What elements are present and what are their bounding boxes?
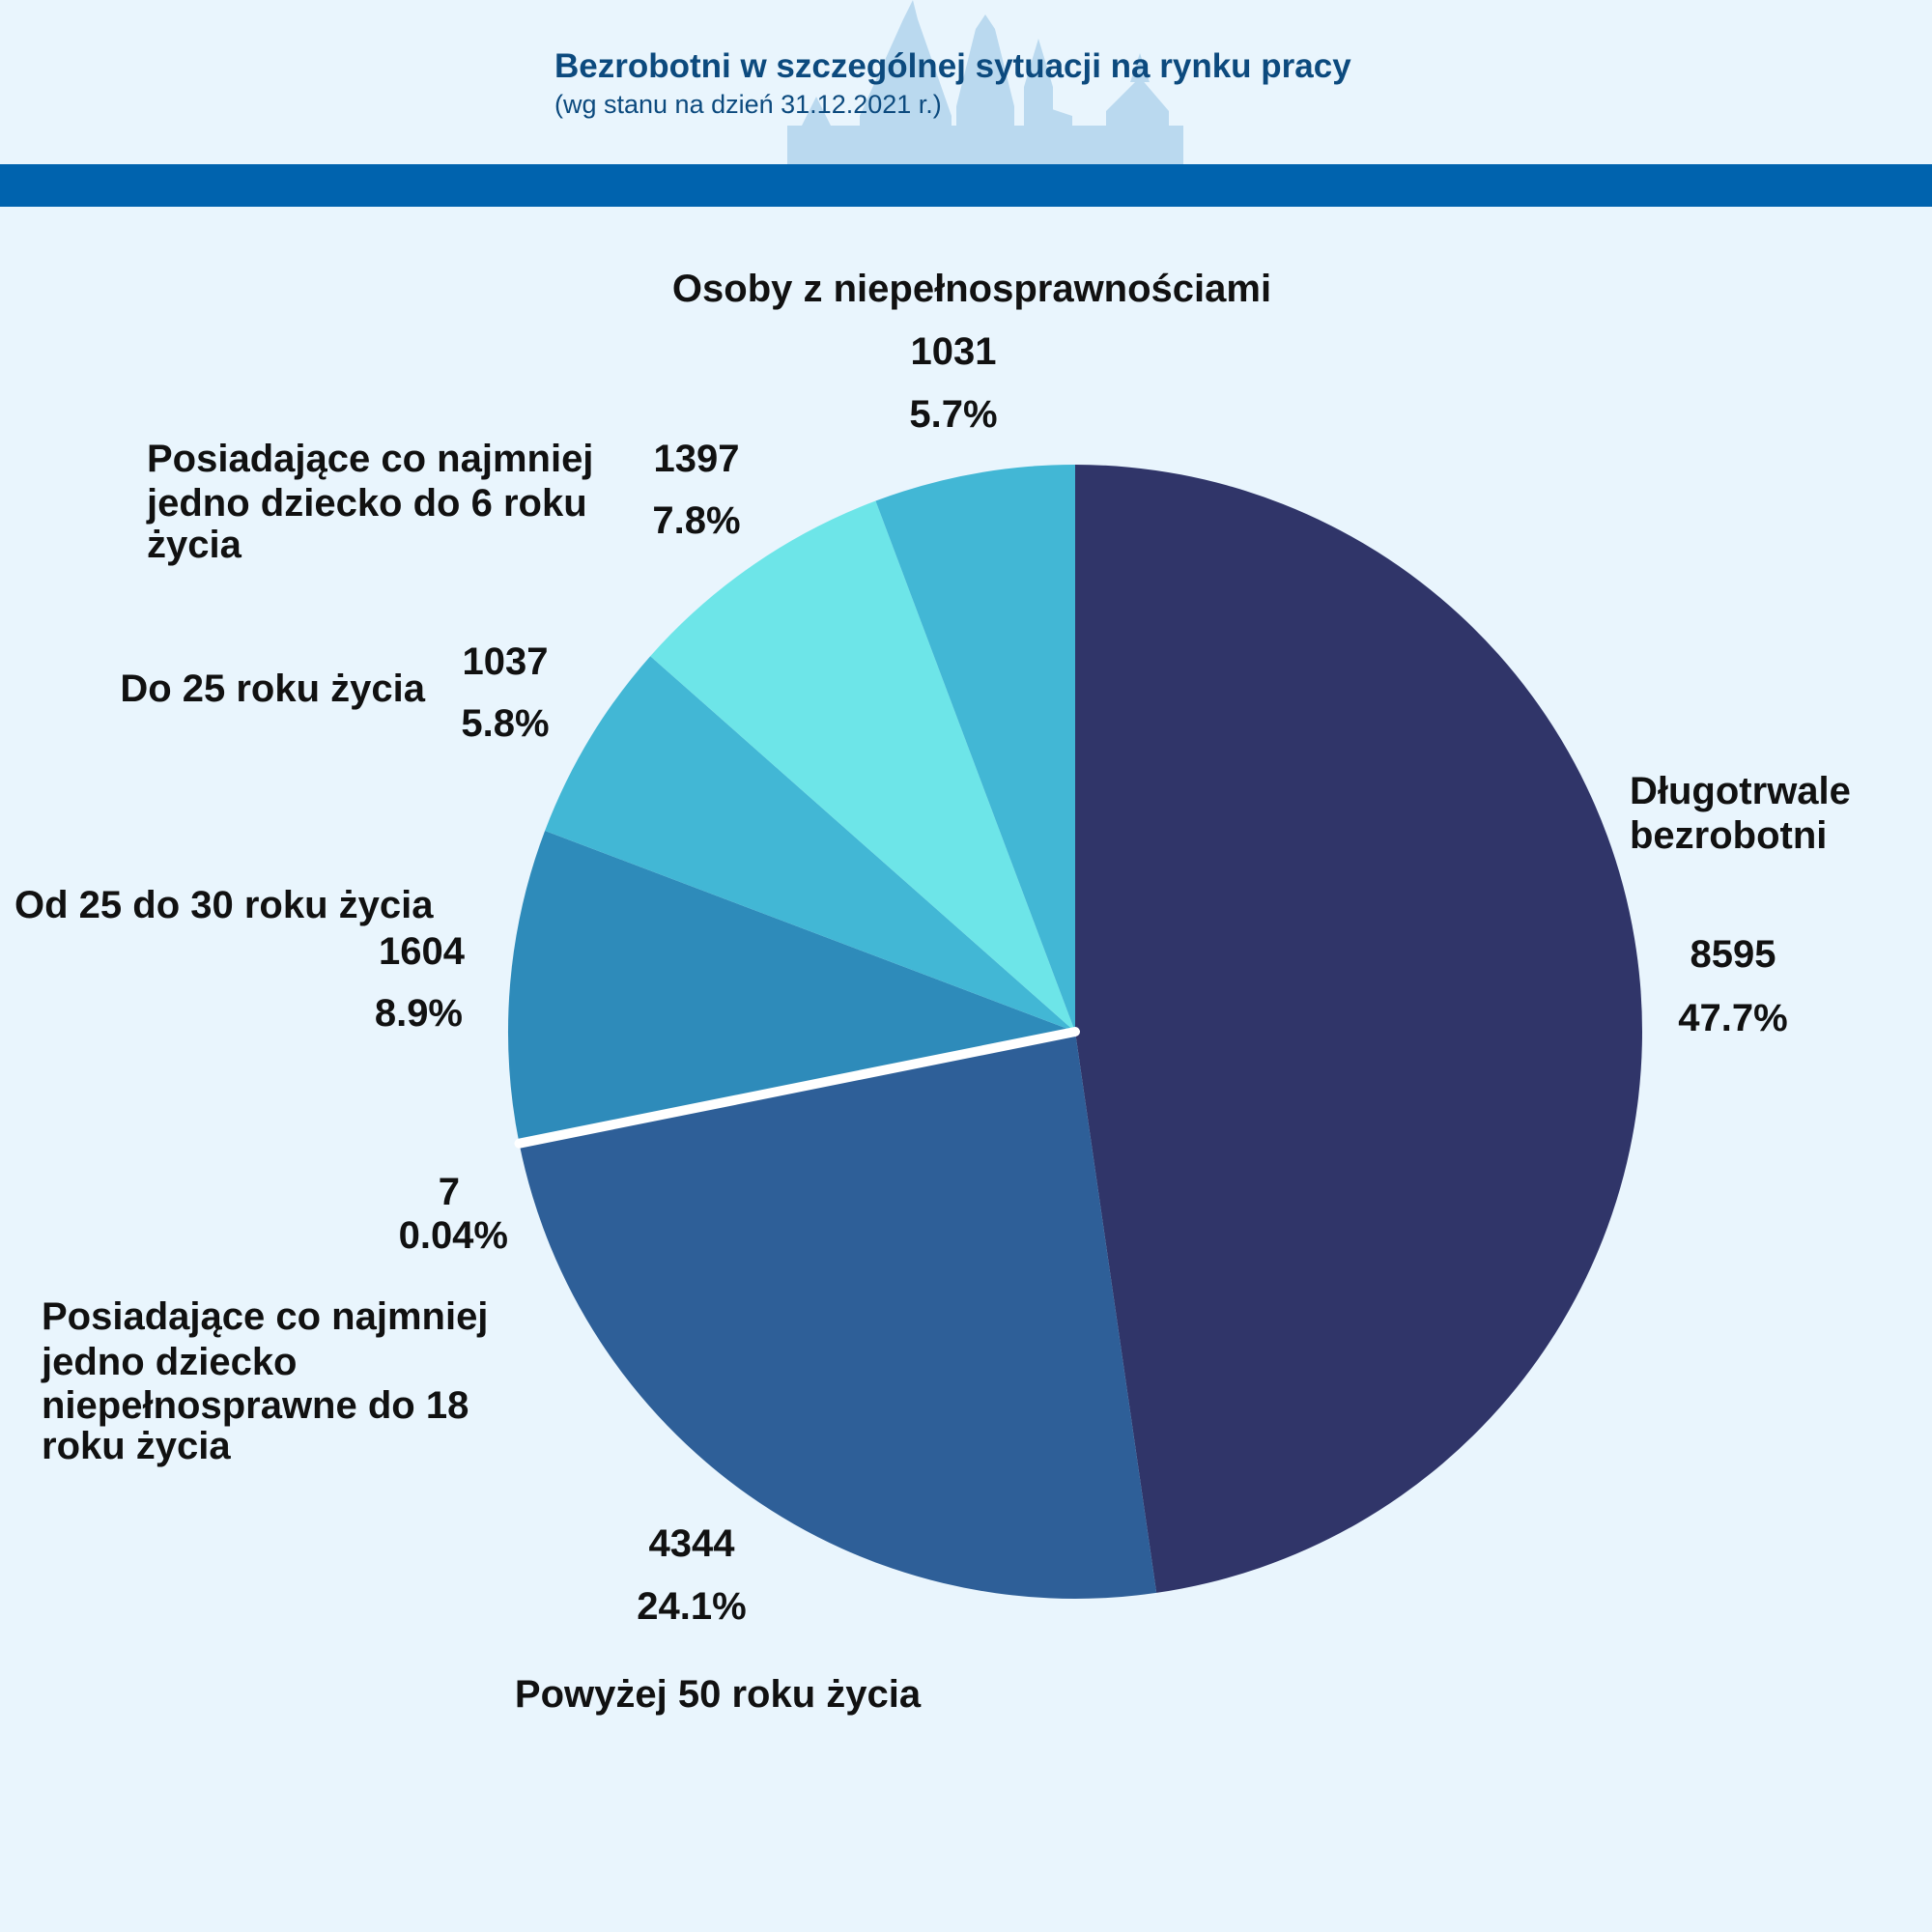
value-label-powyzej50: 4344: [649, 1522, 736, 1565]
slice-label-powyzej50: Powyżej 50 roku życia: [515, 1673, 922, 1716]
pie: [508, 465, 1642, 1599]
percent-label-powyzej50: 24.1%: [637, 1585, 746, 1628]
slice-label-dlugotrwale: bezrobotni: [1630, 814, 1827, 857]
value-label-dlugotrwale: 8595: [1690, 933, 1776, 976]
pie-slice: [1075, 465, 1642, 1593]
slice-label-niepelnosprawne18: jedno dziecko: [41, 1341, 298, 1383]
header-band: [0, 164, 1932, 207]
slice-label-dlugotrwale: Długotrwale: [1630, 770, 1851, 812]
slice-label-dziecko6: życia: [147, 524, 242, 566]
value-label-niepelnosprawne18: 7: [439, 1171, 460, 1213]
slice-label-niepelnosprawne18: Posiadające co najmniej: [42, 1295, 488, 1338]
pie-slice: [545, 656, 1075, 1032]
percent-label-dziecko6: 7.8%: [652, 499, 740, 542]
value-label-dziecko6: 1397: [654, 438, 740, 480]
slice-label-osoby: Osoby z niepełnosprawnościami: [672, 268, 1271, 310]
pie-slice: [508, 830, 1075, 1143]
percent-label-osoby: 5.7%: [909, 393, 997, 436]
slice-label-do25: Do 25 roku życia: [120, 668, 425, 710]
percent-label-niepelnosprawne18: 0.04%: [399, 1214, 508, 1257]
value-label-do25: 1037: [463, 640, 549, 683]
pie-slice-thin: [514, 1027, 1080, 1149]
value-label-25-30: 1604: [379, 930, 466, 973]
percent-label-dlugotrwale: 47.7%: [1678, 997, 1787, 1039]
slice-label-dziecko6: Posiadające co najmniej: [147, 438, 593, 480]
percent-label-25-30: 8.9%: [375, 992, 463, 1035]
slice-label-niepelnosprawne18: niepełnosprawne do 18: [42, 1384, 469, 1427]
percent-label-do25: 5.8%: [461, 702, 549, 745]
chart-subtitle: (wg stanu na dzień 31.12.2021 r.): [554, 90, 942, 119]
pie-slice: [875, 465, 1075, 1032]
value-label-osoby: 1031: [911, 330, 997, 373]
castle-silhouette-icon: [787, 0, 1183, 169]
pie-slice: [519, 1032, 1157, 1599]
chart-title: Bezrobotni w szczególnej sytuacji na ryn…: [554, 47, 1351, 85]
slice-label-dziecko6: jedno dziecko do 6 roku: [146, 482, 587, 525]
slice-label-niepelnosprawne18: roku życia: [42, 1425, 231, 1467]
pie-slice: [650, 500, 1075, 1032]
slice-label-25-30: Od 25 do 30 roku życia: [14, 884, 434, 926]
